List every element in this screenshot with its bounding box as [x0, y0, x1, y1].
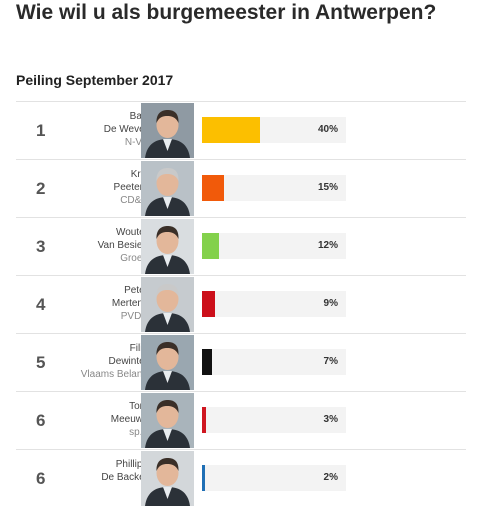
candidate-first-name: Phillipe	[115, 459, 148, 470]
rank-number: 3	[36, 237, 46, 256]
result-row: 5 Filip Dewinter Vlaams Belang 7%	[16, 333, 466, 391]
chart-subtitle: Peiling September 2017	[16, 72, 174, 88]
candidate-first-name: Tom	[129, 401, 148, 412]
candidate-party: N-VA	[124, 137, 148, 148]
bar-value-label: 9%	[323, 298, 338, 309]
candidate-party: Vlaams Belang	[80, 369, 148, 380]
candidate-last-name: Mertens	[111, 298, 148, 309]
avatar-icon	[141, 393, 194, 448]
bar-value-label: 3%	[323, 414, 338, 425]
bar	[202, 349, 213, 375]
candidate-photo	[141, 393, 194, 448]
rank-number: 1	[36, 121, 46, 140]
bar	[202, 407, 207, 433]
avatar-icon	[141, 277, 194, 332]
rank-number: 4	[36, 295, 46, 314]
candidate-first-name: Wouter	[115, 227, 148, 238]
candidate-party: sp.a	[129, 427, 148, 438]
bar	[202, 117, 260, 143]
bar-value-label: 12%	[317, 240, 338, 251]
candidate-name: Phillipe De Backer	[101, 458, 148, 484]
candidate-last-name: Meeuws	[110, 414, 148, 425]
candidate-first-name: Bart	[129, 111, 148, 122]
bar-value-label: 2%	[323, 472, 338, 483]
avatar-icon	[141, 219, 194, 274]
bar	[202, 175, 224, 201]
candidate-first-name: Peter	[124, 285, 148, 296]
candidate-photo	[141, 219, 194, 274]
candidate-first-name: Filip	[129, 343, 148, 354]
candidate-name: Wouter Van Besien Groen	[98, 226, 148, 265]
candidate-name: Tom Meeuws sp.a	[111, 400, 148, 439]
candidate-party: Groen	[120, 253, 148, 264]
chart-title: Wie wil u als burgemeester in Antwerpen?	[16, 1, 437, 24]
bar	[202, 233, 220, 259]
candidate-last-name: De Wever	[103, 124, 148, 135]
bar	[202, 291, 215, 317]
candidate-photo	[141, 277, 194, 332]
bar-value-label: 7%	[323, 356, 338, 367]
poll-results-list: 1 Bart De Wever N-VA 40% 2 Kris Peeters CD&V 15% 3…	[16, 101, 466, 507]
candidate-photo	[141, 103, 194, 158]
rank-number: 5	[36, 353, 46, 372]
bar-value-label: 15%	[317, 182, 338, 193]
avatar-icon	[141, 451, 194, 506]
rank-number: 6	[36, 469, 46, 488]
candidate-photo	[141, 451, 194, 506]
rank-number: 2	[36, 179, 46, 198]
result-row: 6 Tom Meeuws sp.a 3%	[16, 391, 466, 449]
rank-number: 6	[36, 411, 46, 430]
bar-value-label: 40%	[317, 124, 338, 135]
bar-track: 7%	[202, 349, 346, 375]
candidate-photo	[141, 335, 194, 390]
result-row: 6 Phillipe De Backer 2%	[16, 449, 466, 507]
bar-track: 40%	[202, 117, 346, 143]
candidate-name: Filip Dewinter Vlaams Belang	[81, 342, 148, 381]
bar-track: 9%	[202, 291, 346, 317]
bar-track: 2%	[202, 465, 346, 491]
bar-track: 3%	[202, 407, 346, 433]
avatar-icon	[141, 103, 194, 158]
result-row: 4 Peter Mertens PVDA 9%	[16, 275, 466, 333]
bar-track: 12%	[202, 233, 346, 259]
result-row: 1 Bart De Wever N-VA 40%	[16, 101, 466, 159]
candidate-first-name: Kris	[130, 169, 148, 180]
candidate-last-name: Dewinter	[108, 356, 148, 367]
candidate-name: Kris Peeters CD&V	[114, 168, 148, 207]
candidate-last-name: Peeters	[113, 182, 148, 193]
candidate-last-name: Van Besien	[97, 240, 148, 251]
avatar-icon	[141, 335, 194, 390]
candidate-party: PVDA	[120, 311, 148, 322]
candidate-party: CD&V	[120, 195, 148, 206]
candidate-name: Peter Mertens PVDA	[112, 284, 148, 323]
candidate-name: Bart De Wever N-VA	[104, 110, 148, 149]
avatar-icon	[141, 161, 194, 216]
bar	[202, 465, 205, 491]
bar-track: 15%	[202, 175, 346, 201]
result-row: 2 Kris Peeters CD&V 15%	[16, 159, 466, 217]
candidate-last-name: De Backer	[101, 472, 148, 483]
candidate-photo	[141, 161, 194, 216]
result-row: 3 Wouter Van Besien Groen 12%	[16, 217, 466, 275]
